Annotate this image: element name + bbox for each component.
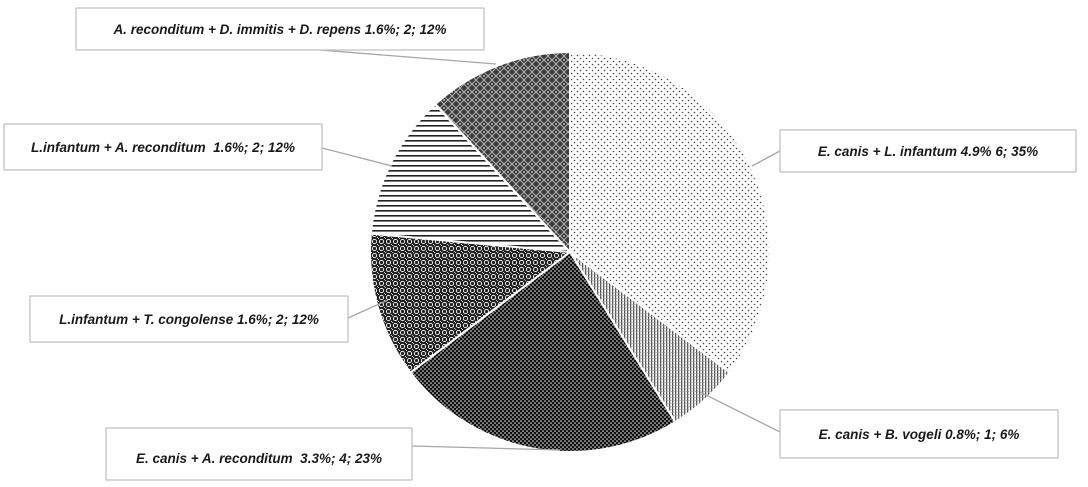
data-label-2: E. canis + A. reconditum 3.3%; 4; 23%	[136, 451, 382, 466]
data-label-box-2	[105, 427, 413, 481]
data-label-box-4	[3, 123, 323, 171]
data-label-0: E. canis + L. infantum 4.9% 6; 35%	[818, 144, 1038, 159]
data-label-5: A. reconditum + D. immitis + D. repens 1…	[112, 22, 446, 37]
data-label-box-0	[779, 129, 1077, 173]
pie-slice-0	[569, 50, 771, 374]
leader-line-3	[347, 299, 389, 319]
data-label-box-5	[75, 7, 485, 51]
leader-line-5	[319, 49, 497, 65]
pie-slice-3	[369, 232, 573, 374]
leader-lines	[319, 49, 781, 451]
data-label-box-3	[29, 295, 349, 343]
data-label-1: E. canis + B. vogeli 0.8%; 1; 6%	[819, 427, 1020, 442]
pie-slices	[369, 50, 771, 453]
data-label-3: L.infantum + T. congolense 1.6%; 2; 12%	[59, 312, 319, 327]
pie-slice-4	[369, 102, 573, 254]
leader-line-4	[321, 147, 393, 167]
leader-line-1	[699, 391, 781, 433]
pie-slice-2	[408, 250, 677, 453]
data-labels: E. canis + L. infantum 4.9% 6; 35% E. can…	[3, 7, 1077, 481]
leader-line-2	[411, 445, 561, 451]
data-label-4: L.infantum + A. reconditum 1.6%; 2; 12%	[31, 140, 295, 155]
pie-slice-5	[433, 50, 571, 255]
leader-line-0	[751, 150, 781, 167]
data-label-box-1	[779, 409, 1059, 459]
